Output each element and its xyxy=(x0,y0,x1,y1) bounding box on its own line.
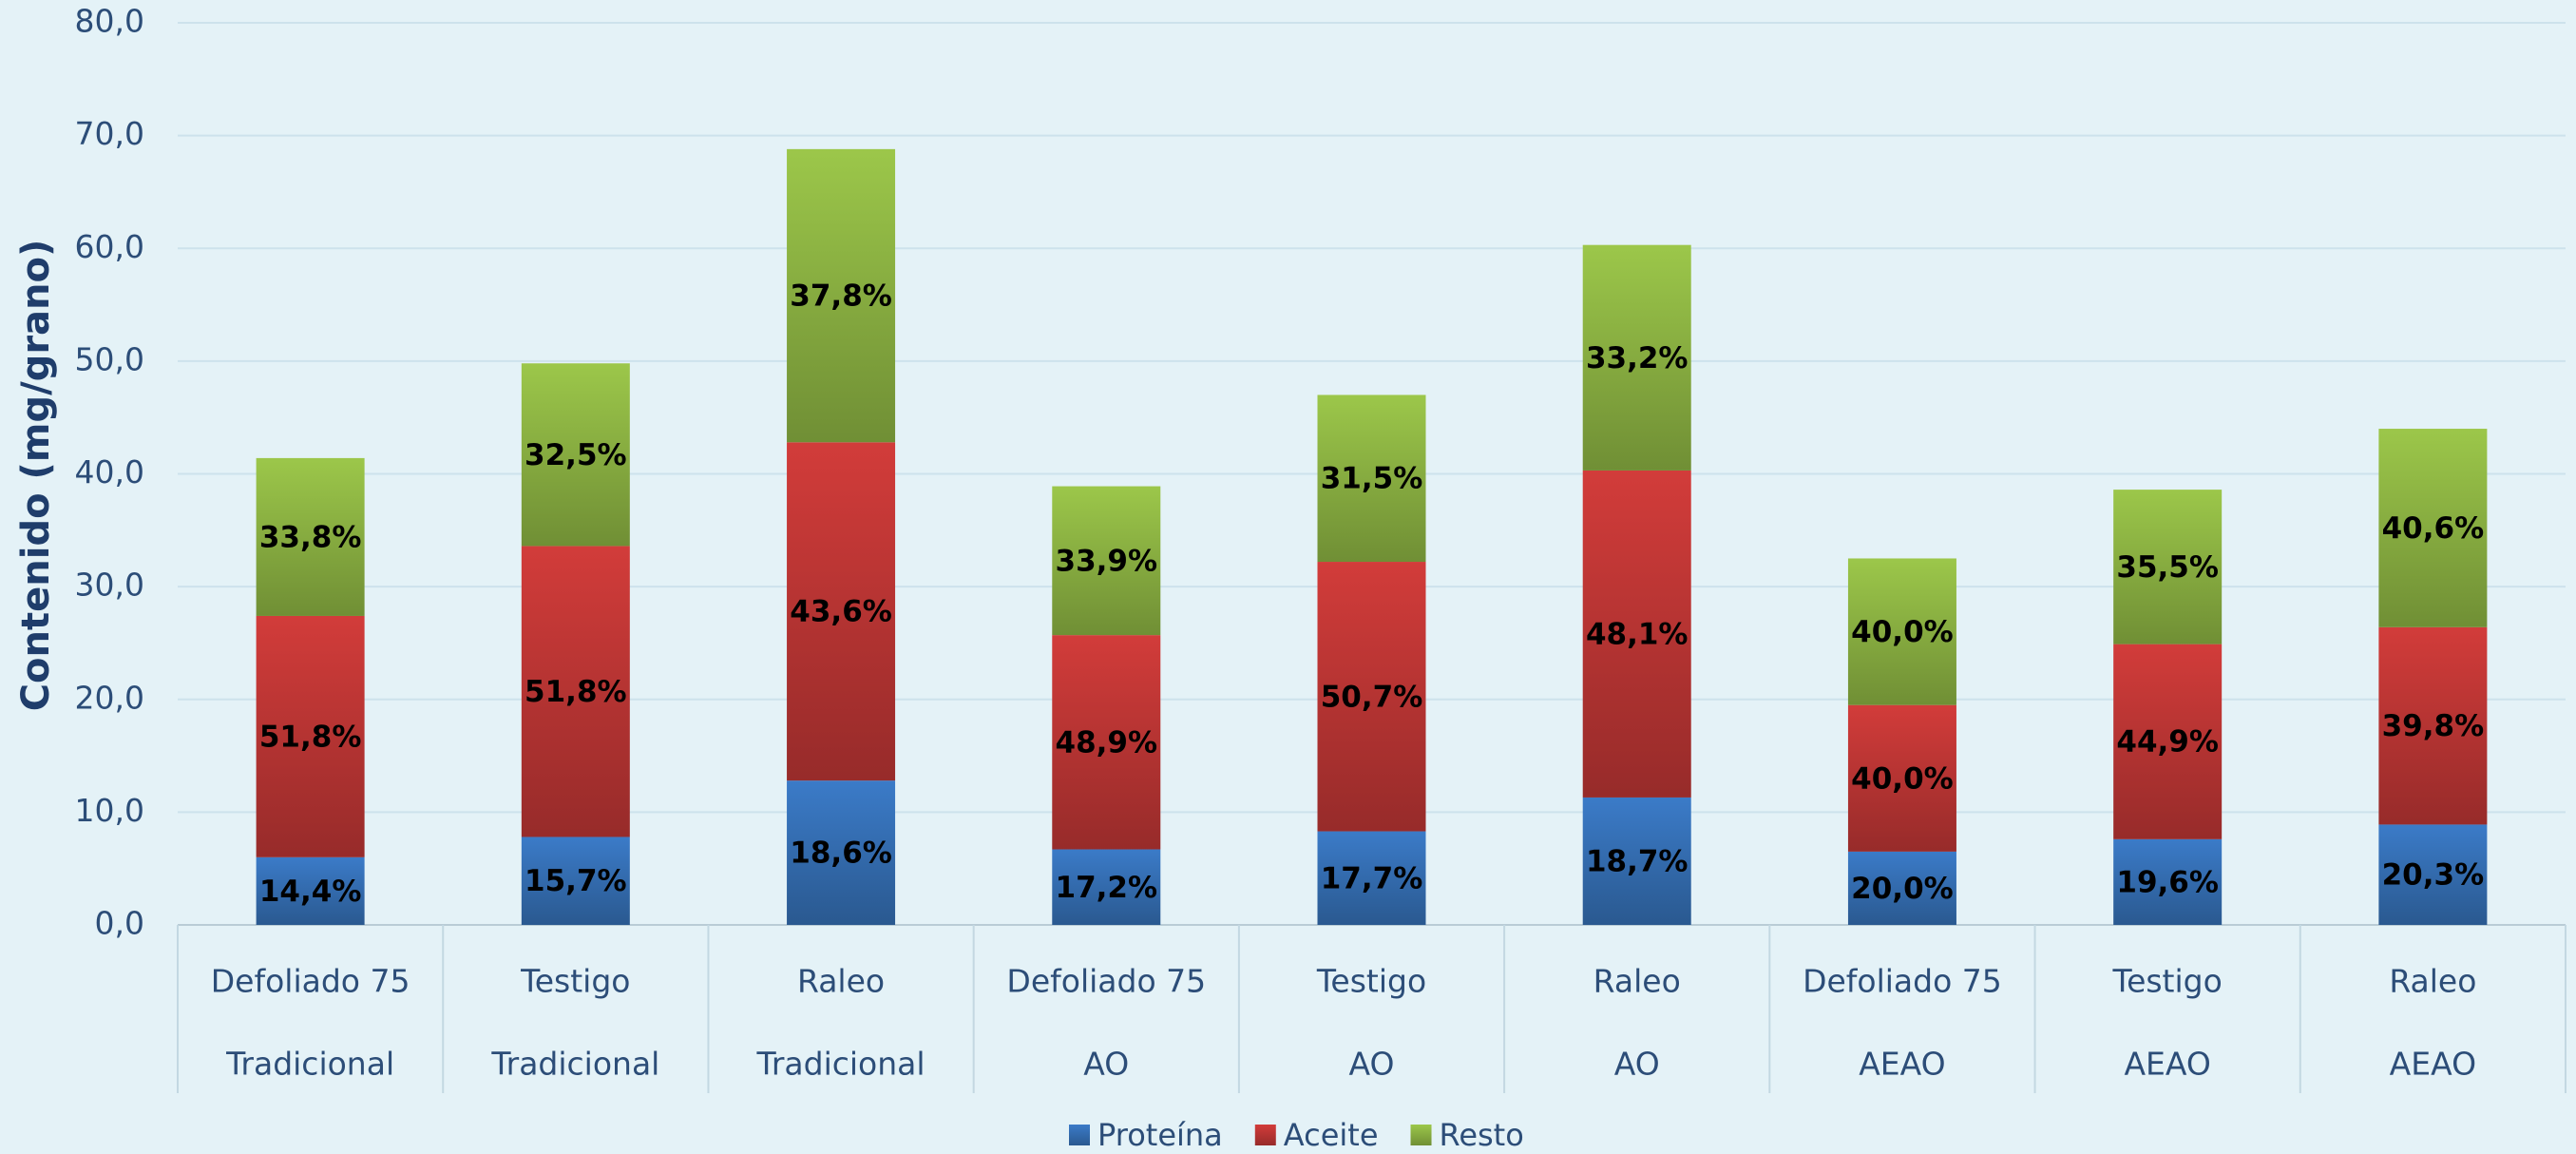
bar-segment xyxy=(2378,626,2488,825)
legend-label: Aceite xyxy=(1284,1117,1379,1153)
bar-segment xyxy=(787,780,896,925)
x-tick-label: Raleo xyxy=(1593,963,1681,1000)
x-tick-label: Raleo xyxy=(797,963,885,1000)
segment-label: 20,3% xyxy=(2382,858,2485,893)
x-tick-label: Raleo xyxy=(2389,963,2476,1000)
y-tick-label: 20,0 xyxy=(75,679,144,716)
bar-segment xyxy=(787,442,896,781)
y-tick-label: 80,0 xyxy=(75,3,144,40)
x-group-label: AEAO xyxy=(1859,1046,1945,1083)
bar-segment xyxy=(521,837,630,925)
segment-label: 35,5% xyxy=(2116,550,2219,585)
legend-swatch xyxy=(1069,1125,1090,1145)
segment-label: 33,2% xyxy=(1586,341,1689,375)
x-tick-label: Defoliado 75 xyxy=(1006,963,1206,1000)
y-tick-label: 70,0 xyxy=(75,115,144,152)
segment-label: 40,0% xyxy=(1851,761,1954,796)
bar-segment xyxy=(1582,470,1691,798)
y-tick-label: 60,0 xyxy=(75,228,144,265)
x-group-label: AEAO xyxy=(2390,1046,2476,1083)
bar-segment xyxy=(1052,486,1161,636)
segment-label: 17,7% xyxy=(1321,861,1423,895)
legend-swatch xyxy=(1254,1125,1276,1145)
x-group-label: Tradicional xyxy=(225,1046,394,1083)
segment-label: 48,9% xyxy=(1056,725,1158,760)
x-group-label: AO xyxy=(1614,1046,1660,1083)
segment-label: 32,5% xyxy=(525,438,627,472)
bar-segment xyxy=(1582,797,1691,925)
segment-label: 33,8% xyxy=(259,520,362,554)
y-tick-label: 10,0 xyxy=(75,792,144,829)
segment-label: 44,9% xyxy=(2116,725,2219,760)
segment-label: 17,2% xyxy=(1056,871,1158,905)
bar-segment xyxy=(1847,558,1956,705)
segment-label: 43,6% xyxy=(790,595,892,629)
bar-segment xyxy=(2113,490,2223,644)
y-axis-title: Contenido (mg/grano) xyxy=(14,240,58,712)
segment-label: 18,6% xyxy=(790,837,892,871)
bar-segment xyxy=(1582,244,1691,471)
bar-segment xyxy=(1317,562,1426,832)
legend-label: Proteína xyxy=(1097,1117,1223,1153)
bar-segment xyxy=(2378,824,2488,925)
bar-segment xyxy=(1847,851,1956,925)
bar-segment xyxy=(521,546,630,837)
bar-segment xyxy=(256,457,365,616)
segment-label: 33,9% xyxy=(1056,544,1158,578)
bar-segment xyxy=(2113,838,2223,925)
bar-segment xyxy=(521,363,630,547)
x-group-label: AO xyxy=(1349,1046,1395,1083)
x-tick-label: Testigo xyxy=(1316,963,1426,1000)
segment-label: 19,6% xyxy=(2116,865,2219,899)
segment-label: 40,0% xyxy=(1851,615,1954,649)
x-group-label: Tradicional xyxy=(756,1046,925,1083)
segment-label: 15,7% xyxy=(525,864,627,898)
y-tick-label: 40,0 xyxy=(75,453,144,490)
x-tick-label: Defoliado 75 xyxy=(1803,963,2002,1000)
bar-segment xyxy=(1317,831,1426,925)
segment-label: 37,8% xyxy=(790,279,892,314)
bar-segment xyxy=(1317,394,1426,563)
x-group-label: AEAO xyxy=(2124,1046,2210,1083)
segment-label: 51,8% xyxy=(259,720,362,754)
x-tick-label: Testigo xyxy=(2112,963,2223,1000)
bar-segment xyxy=(1847,704,1956,852)
bar-segment xyxy=(256,615,365,857)
y-tick-label: 30,0 xyxy=(75,567,144,604)
bar-segment xyxy=(256,856,365,925)
bar-segment xyxy=(1052,635,1161,850)
bar-segment xyxy=(2113,644,2223,839)
segment-label: 18,7% xyxy=(1586,844,1689,878)
legend-label: Resto xyxy=(1440,1117,1524,1153)
segment-label: 20,0% xyxy=(1851,872,1954,906)
legend-swatch xyxy=(1410,1125,1432,1145)
x-group-label: AO xyxy=(1083,1046,1129,1083)
segment-label: 51,8% xyxy=(525,675,627,709)
segment-label: 50,7% xyxy=(1321,680,1423,714)
segment-label: 31,5% xyxy=(1321,462,1423,496)
bar-segment xyxy=(787,148,896,443)
y-tick-label: 0,0 xyxy=(95,905,144,942)
x-tick-label: Testigo xyxy=(520,963,630,1000)
bar-segment xyxy=(2378,429,2488,627)
segment-label: 40,6% xyxy=(2382,511,2485,546)
x-group-label: Tradicional xyxy=(490,1046,659,1083)
segment-label: 48,1% xyxy=(1586,617,1689,651)
x-tick-label: Defoliado 75 xyxy=(211,963,410,1000)
segment-label: 39,8% xyxy=(2382,709,2485,743)
segment-label: 14,4% xyxy=(259,875,362,909)
bar-segment xyxy=(1052,849,1161,925)
y-tick-label: 50,0 xyxy=(75,340,144,377)
